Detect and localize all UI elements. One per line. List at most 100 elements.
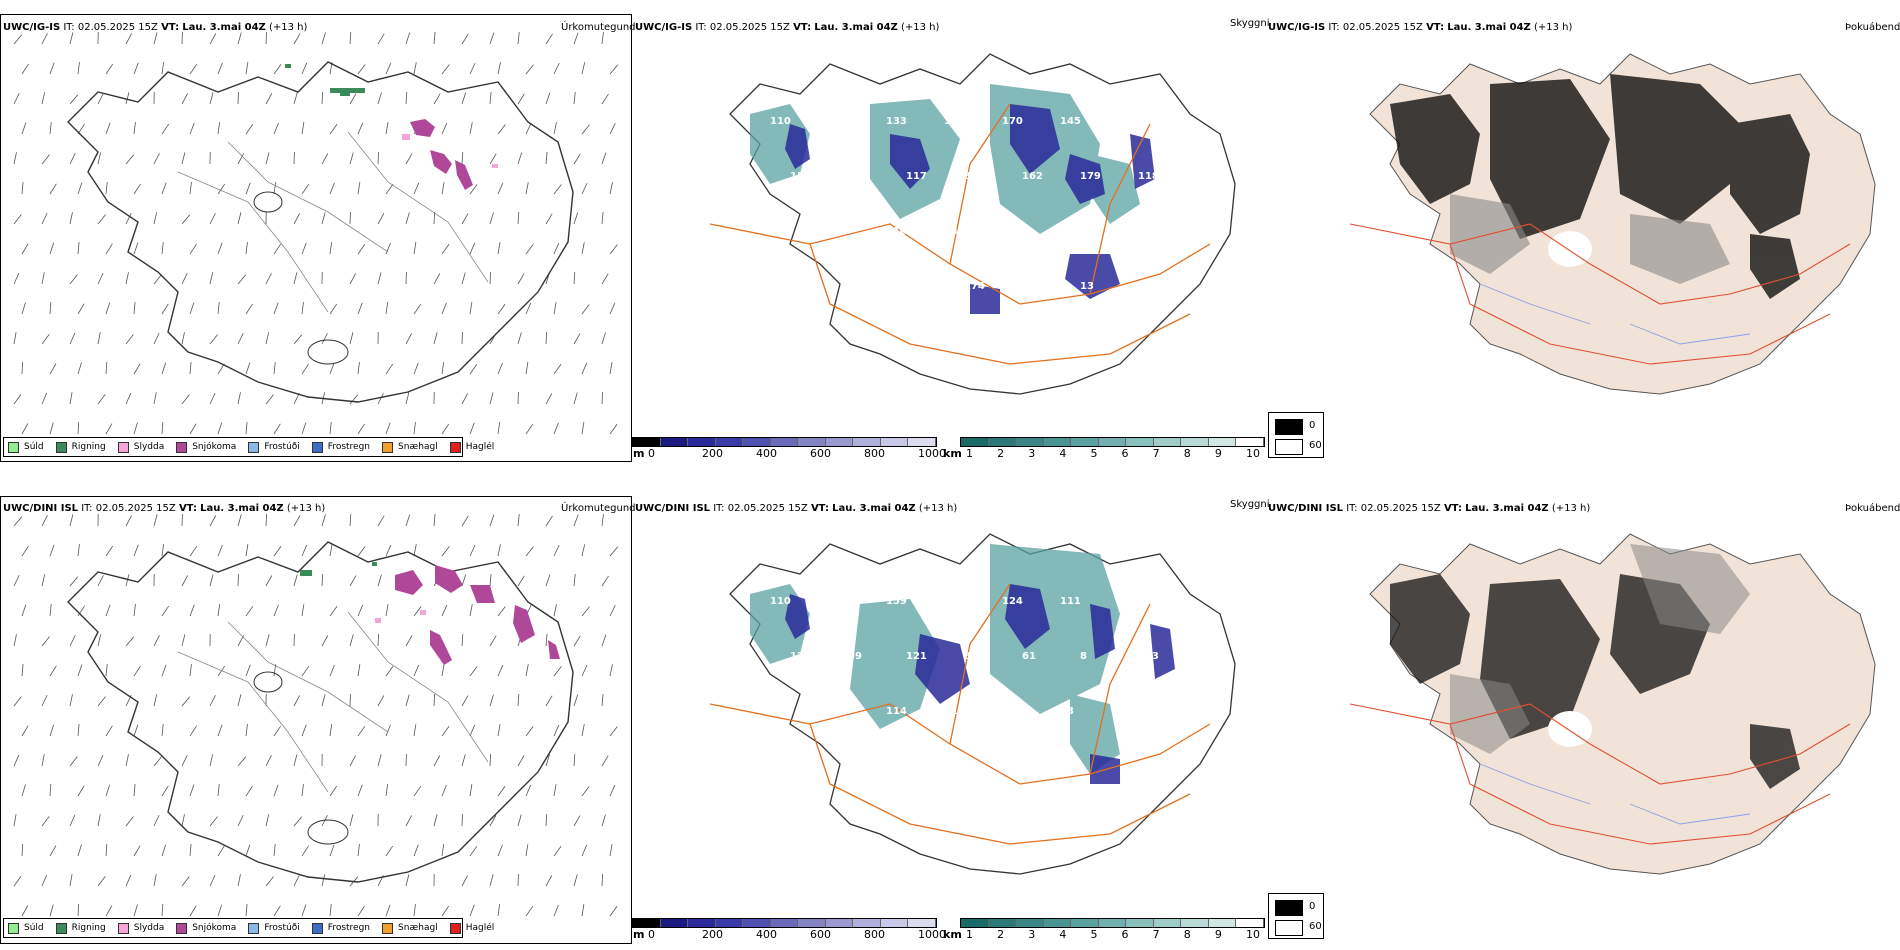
visibility-title-row1: Skyggni xyxy=(1230,18,1270,29)
colorbar-tick-label: 3 xyxy=(1028,447,1036,460)
fog-dark-field xyxy=(1390,74,1810,299)
colorbar-segment xyxy=(633,919,661,927)
visibility-colorbar-km-row1 xyxy=(960,437,1265,447)
visibility-value-label: 79 xyxy=(828,706,842,717)
river-network xyxy=(1479,763,1751,825)
legend-item: Rigning xyxy=(55,441,106,453)
colorbar-segment xyxy=(853,919,881,927)
colorbar-segment xyxy=(961,438,989,446)
visibility-value-label: 145 xyxy=(1060,116,1081,127)
road-network xyxy=(1349,223,1851,365)
iceland-land-fog xyxy=(1369,533,1876,875)
legend-swatch xyxy=(449,922,461,934)
visibility-value-label: 117 xyxy=(906,171,927,182)
river-network xyxy=(1479,283,1751,345)
visibility-value-label: 93 xyxy=(848,171,862,182)
colorbar-segment xyxy=(908,919,937,927)
visibility-value-label: 121 xyxy=(906,651,927,662)
colorbar-tick-label: 1 xyxy=(966,447,973,460)
precip-header-row1: UWC/IG-IS IT: 02.05.2025 15Z VT: Lau. 3.… xyxy=(3,22,308,33)
fog-key-label-top: 0 xyxy=(1309,420,1316,431)
colorbar-segment xyxy=(1016,919,1044,927)
colorbar-segment xyxy=(633,438,661,446)
colorbar-tick-label: 6 xyxy=(1121,447,1129,460)
visibility-blue-field xyxy=(785,104,1155,314)
visibility-value-label: 122 xyxy=(790,651,811,662)
colorbar-segment xyxy=(715,919,744,927)
colorbar-segment xyxy=(798,438,826,446)
colorbar-tick-label: 2 xyxy=(997,447,1005,460)
colorbar-tick-label: 8 xyxy=(1183,447,1191,460)
fog-grey-field xyxy=(1450,194,1730,284)
visibility-value-label: 13 xyxy=(1080,281,1094,292)
colorbar-tick-label: 4 xyxy=(1059,447,1067,460)
colorbar-tick-label: 400 xyxy=(756,447,777,460)
iceland-land-fog xyxy=(1369,53,1876,395)
colorbar-segment xyxy=(961,919,989,927)
fog-title-row1: Þokuábendi xyxy=(1845,22,1900,33)
precip-legend-row1: Súld Rigning Slydda Snjókoma Frostúði Fr… xyxy=(3,437,494,457)
colorbar-segment xyxy=(688,438,716,446)
colorbar-segment xyxy=(988,438,1017,446)
legend-swatch xyxy=(248,441,260,453)
legend-item: Frostregn xyxy=(311,922,370,934)
visibility-value-label: 190 xyxy=(770,226,791,237)
colorbar-unit-km: km xyxy=(943,928,962,941)
colorbar-segment xyxy=(880,438,909,446)
visibility-colorbar-m-row2 xyxy=(632,918,937,928)
visibility-header-row2: UWC/DINI ISL IT: 02.05.2025 15Z VT: Lau.… xyxy=(635,503,958,514)
visibility-value-label: 108 xyxy=(1022,281,1043,292)
visibility-value-label: 84 xyxy=(944,226,958,237)
colorbar-tick-label: 800 xyxy=(864,928,885,941)
visibility-value-label: 104 xyxy=(1118,116,1139,127)
colorbar-tick-label: 5 xyxy=(1090,447,1098,460)
legend-swatch xyxy=(55,922,67,934)
visibility-value-label: 183 xyxy=(1138,651,1159,662)
visibility-value-label: 11 xyxy=(944,706,958,717)
colorbar-segment xyxy=(770,919,799,927)
visibility-value-label: 86 xyxy=(906,281,920,292)
colorbar-tick-label: 7 xyxy=(1152,928,1160,941)
colorbar-segment xyxy=(1098,438,1127,446)
colorbar-segment xyxy=(1208,438,1237,446)
colorbar-tick-label: 800 xyxy=(864,447,885,460)
colorbar-segment xyxy=(660,919,689,927)
visibility-value-label: 114 xyxy=(886,706,907,717)
visibility-value-label: 86 xyxy=(1060,226,1074,237)
colorbar-segment xyxy=(1153,919,1182,927)
visibility-value-label: 61 xyxy=(1022,651,1036,662)
visibility-value-label: 129 xyxy=(828,226,849,237)
visibility-value-label: 159 xyxy=(886,596,907,607)
fog-key-swatch-dark xyxy=(1275,419,1303,435)
colorbar-tick-label: 8 xyxy=(1183,928,1191,941)
visibility-value-label: 89 xyxy=(964,651,978,662)
visibility-teal-field xyxy=(750,84,1140,234)
legend-swatch xyxy=(117,441,129,453)
colorbar-segment xyxy=(908,438,937,446)
colorbar-tick-label: 600 xyxy=(810,928,831,941)
legend-item: Snjókoma xyxy=(176,441,236,453)
legend-item: Frostúði xyxy=(248,441,300,453)
colorbar-segment xyxy=(770,438,799,446)
colorbar-tick-label: 2 xyxy=(997,928,1005,941)
colorbar-segment xyxy=(1181,438,1209,446)
colorbar-segment xyxy=(825,919,854,927)
legend-item: Slydda xyxy=(117,922,164,934)
colorbar-segment xyxy=(1043,438,1072,446)
precip-type-title-row1: Úrkomutegund xyxy=(561,22,636,33)
visibility-value-label: 162 xyxy=(1022,171,1043,182)
fog-key-swatch-dark xyxy=(1275,900,1303,916)
colorbar-tick-label: 10 xyxy=(1246,447,1260,460)
colorbar-segment xyxy=(715,438,744,446)
iceland-coastline xyxy=(729,533,1236,875)
colorbar-segment xyxy=(1126,438,1154,446)
legend-swatch xyxy=(117,922,129,934)
fog-dark-field xyxy=(1390,574,1800,789)
fog-header-row1: UWC/IG-IS IT: 02.05.2025 15Z VT: Lau. 3.… xyxy=(1268,22,1573,33)
colorbar-tick-label: 5 xyxy=(1090,928,1098,941)
visibility-value-label: 110 xyxy=(770,596,791,607)
fog-header-row2: UWC/DINI ISL IT: 02.05.2025 15Z VT: Lau.… xyxy=(1268,503,1591,514)
fog-key-label-bottom: 60 xyxy=(1309,921,1322,932)
legend-swatch xyxy=(8,441,19,453)
visibility-value-label: 100 xyxy=(1138,281,1159,292)
